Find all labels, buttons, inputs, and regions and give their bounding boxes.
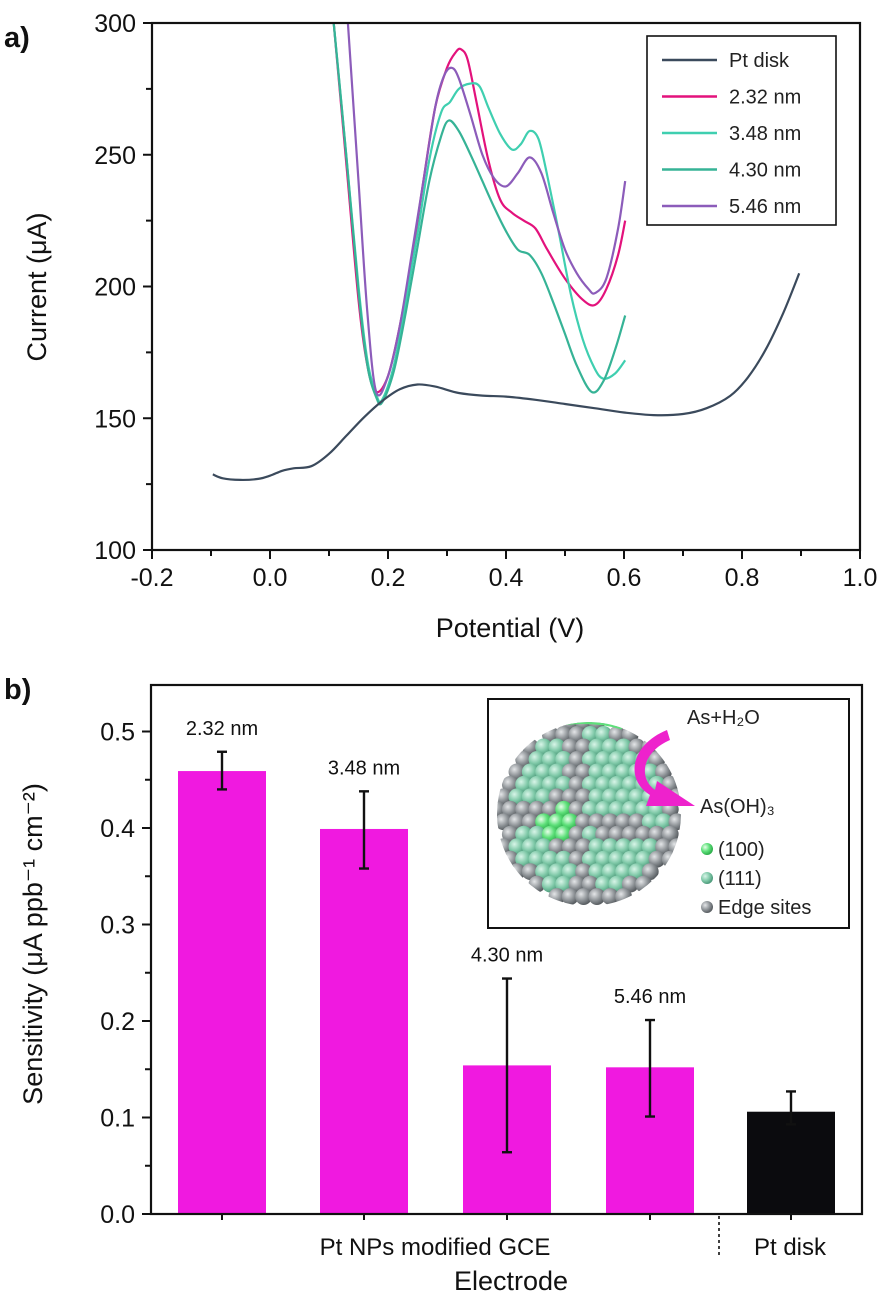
legend-label: 4.30 nm: [729, 160, 801, 182]
atom-swatch-icon: [701, 843, 713, 855]
x-tick-label: 1.0: [843, 564, 878, 592]
group-label-pt-disk: Pt disk: [754, 1234, 827, 1261]
panel-b-y-ticks: 0.0 0.1 0.2 0.3 0.4 0.5: [100, 719, 151, 1229]
inset-nanoparticle-diagram: As+H₂O As(OH)₃ (100) (111) Edge sites: [487, 698, 850, 929]
panel-a-legend: Pt disk 2.32 nm 3.48 nm 4.30 nm 5.46 nm: [646, 35, 837, 226]
error-bar-2-32-nm: [217, 750, 227, 791]
legend-item-5-46-nm: 5.46 nm: [662, 196, 801, 218]
x-tick-label: 0.6: [607, 564, 642, 592]
y-tick-label: 300: [94, 10, 136, 38]
panel-b-bar-chart: b) 2.32 nm3.48 nm4.30 nm5.46 nm 0.00.10.…: [4, 674, 864, 1296]
y-tick-label: 0.4: [100, 815, 135, 843]
legend-label: 2.32 nm: [729, 87, 801, 109]
error-bar-pt-disk: [786, 1090, 796, 1126]
legend-label: Pt disk: [729, 50, 790, 72]
panel-b-error-bars: [217, 750, 796, 1154]
panel-a-label: a): [4, 22, 30, 54]
inset-legend-item-edge-sites: Edge sites: [701, 897, 811, 919]
atom-swatch-icon: [701, 901, 713, 913]
legend-label: 3.48 nm: [729, 123, 801, 145]
panel-a-x-axis-title: Potential (V): [436, 613, 585, 643]
x-tick-label: 0.8: [725, 564, 760, 592]
nanoparticle-illustration: [497, 722, 681, 906]
y-tick-label: 0.3: [100, 912, 135, 940]
panel-a-curves: [212, 23, 801, 482]
series-line-4-30-nm: [332, 23, 627, 406]
inset-legend: (100) (111) Edge sites: [701, 839, 811, 919]
legend-item-pt-disk: Pt disk: [662, 50, 790, 72]
legend-item-4-30-nm: 4.30 nm: [662, 160, 801, 182]
inset-legend-item-100: (100): [701, 839, 765, 861]
inset-legend-label: (100): [718, 839, 765, 861]
bar-label-2-32-nm: 2.32 nm: [186, 718, 258, 740]
y-tick-label: 150: [94, 405, 136, 433]
inset-reactant-label: As+H₂O: [687, 707, 760, 729]
reaction-arrow-icon: [634, 730, 695, 806]
x-tick-label: 0.4: [489, 564, 524, 592]
legend-item-3-48-nm: 3.48 nm: [662, 123, 801, 145]
panel-b-x-axis-title: Electrode: [454, 1266, 568, 1296]
series-line-3-48-nm: [332, 23, 627, 404]
y-tick-label: 200: [94, 274, 136, 302]
panel-a-x-ticks: -0.2 0.0 0.2 0.4 0.6 0.8 1.0: [130, 550, 877, 592]
inset-legend-label: (111): [718, 868, 762, 890]
panel-a-y-ticks: 100 150 200 250 300: [94, 10, 152, 565]
bar-3-48-nm: [320, 828, 408, 1214]
y-tick-label: 250: [94, 142, 136, 170]
x-tick-label: -0.2: [130, 564, 173, 592]
series-line-5-46-nm: [346, 23, 627, 397]
panel-b-y-axis-title: Sensitivity (μA ppb⁻¹ cm⁻²): [18, 783, 48, 1105]
error-bar-4-30-nm: [502, 977, 512, 1154]
legend-item-2-32-nm: 2.32 nm: [662, 87, 801, 109]
x-tick-label: 0.0: [253, 564, 288, 592]
inset-legend-item-111: (111): [701, 868, 762, 890]
error-bar-3-48-nm: [359, 790, 369, 870]
panel-a-y-axis-title: Current (μA): [22, 212, 52, 361]
bar-label-3-48-nm: 3.48 nm: [328, 757, 400, 779]
group-label-pt-nps: Pt NPs modified GCE: [320, 1234, 551, 1261]
series-line-pt-disk: [212, 272, 801, 482]
y-tick-label: 0.5: [100, 719, 135, 747]
panel-b-x-ticks: [221, 1214, 792, 1220]
bar-label-4-30-nm: 4.30 nm: [471, 945, 543, 967]
panel-a-line-chart: a) -0.2 0.0 0.2 0.4 0.6 0.8 1.0 100 150 200 250 30…: [4, 10, 877, 643]
legend-box: [646, 35, 837, 226]
bar-2-32-nm: [178, 771, 266, 1214]
x-tick-label: 0.2: [371, 564, 406, 592]
bar-label-5-46-nm: 5.46 nm: [614, 986, 686, 1008]
y-tick-label: 0.2: [100, 1008, 135, 1036]
inset-product-label: As(OH)₃: [700, 796, 775, 818]
legend-label: 5.46 nm: [729, 196, 801, 218]
y-tick-label: 100: [94, 537, 136, 565]
error-bar-5-46-nm: [645, 1018, 655, 1118]
bar-pt-disk: [747, 1111, 835, 1214]
y-tick-label: 0.1: [100, 1105, 135, 1133]
panel-b-bar-labels: 2.32 nm 3.48 nm 4.30 nm 5.46 nm: [186, 718, 686, 1008]
atom-swatch-icon: [701, 872, 713, 884]
inset-legend-label: Edge sites: [718, 897, 811, 919]
panel-b-label: b): [4, 674, 31, 706]
y-tick-label: 0.0: [100, 1201, 135, 1229]
